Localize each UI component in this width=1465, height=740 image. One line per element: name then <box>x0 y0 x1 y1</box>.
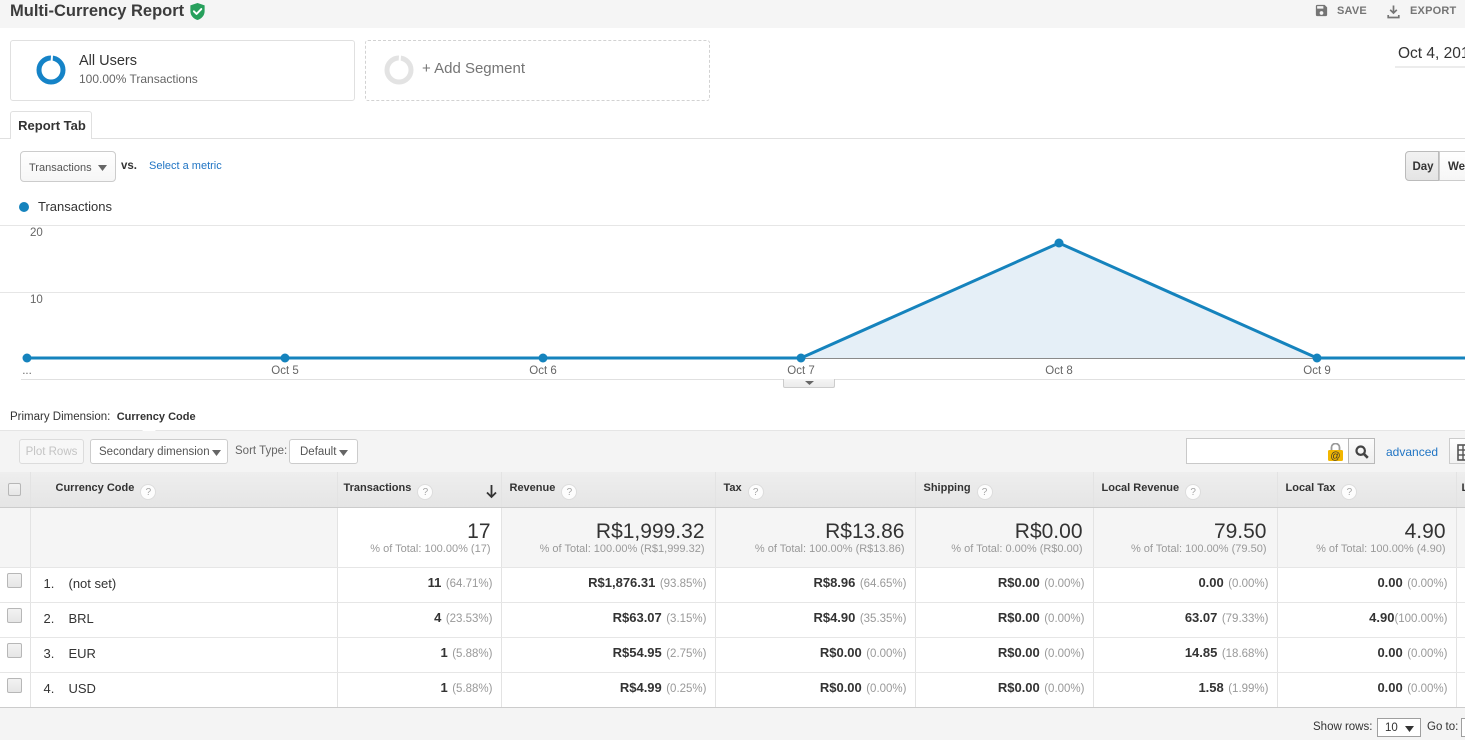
svg-text:Oct 5: Oct 5 <box>271 365 298 377</box>
svg-text:Oct 8: Oct 8 <box>1045 365 1072 377</box>
svg-text:10: 10 <box>30 294 43 306</box>
svg-text:20: 20 <box>30 227 43 239</box>
svg-text:@: @ <box>1330 451 1340 461</box>
svg-text:Oct 9: Oct 9 <box>1303 365 1330 377</box>
svg-text:Oct 6: Oct 6 <box>529 365 556 377</box>
svg-text:Oct 7: Oct 7 <box>787 365 814 377</box>
svg-text:...: ... <box>22 365 32 377</box>
